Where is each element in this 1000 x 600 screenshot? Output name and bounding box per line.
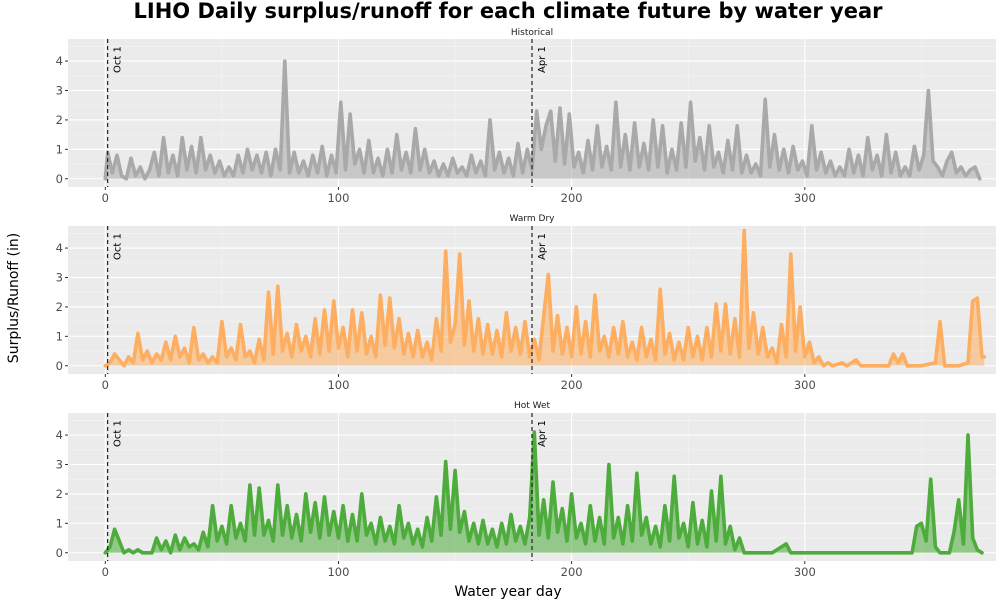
- panel-strip-label: Warm Dry: [510, 214, 556, 224]
- x-tick-label: 0: [102, 565, 109, 579]
- reference-line-label: Oct 1: [113, 233, 124, 260]
- x-tick-label: 100: [327, 191, 349, 205]
- x-tick-label: 0: [102, 191, 109, 205]
- reference-line-label: Apr 1: [537, 46, 548, 73]
- series-line: [103, 228, 987, 368]
- x-tick-label: 300: [794, 378, 816, 392]
- reference-line-label: Oct 1: [113, 420, 124, 447]
- y-tick-label: 1: [56, 142, 63, 156]
- y-tick-label: 4: [56, 428, 63, 442]
- y-tick-label: 2: [56, 113, 63, 127]
- series-area: [105, 230, 985, 366]
- y-tick-label: 3: [56, 83, 63, 97]
- reference-line-label: Apr 1: [537, 233, 548, 260]
- reference-line-label: Apr 1: [537, 420, 548, 447]
- x-tick-label: 200: [561, 191, 583, 205]
- chart-title: LIHO Daily surplus/runoff for each clima…: [134, 0, 884, 23]
- y-tick-label: 4: [56, 54, 63, 68]
- series-area: [105, 432, 983, 553]
- series-area: [105, 61, 980, 179]
- series-line: [103, 430, 984, 555]
- y-tick-label: 0: [56, 359, 63, 373]
- panel-strip-label: Hot Wet: [514, 401, 551, 411]
- y-axis-label: Surplus/Runoff (in): [6, 233, 22, 363]
- y-tick-label: 3: [56, 270, 63, 284]
- y-tick-label: 0: [56, 172, 63, 186]
- x-axis-label: Water year day: [454, 584, 561, 600]
- panel-strip-label: Historical: [511, 28, 553, 38]
- y-tick-label: 1: [56, 516, 63, 530]
- y-tick-label: 2: [56, 487, 63, 501]
- series-line: [103, 59, 982, 181]
- x-tick-label: 200: [561, 378, 583, 392]
- y-tick-label: 4: [56, 241, 63, 255]
- y-tick-label: 1: [56, 329, 63, 343]
- x-tick-label: 200: [561, 565, 583, 579]
- x-tick-label: 0: [102, 378, 109, 392]
- x-tick-label: 300: [794, 191, 816, 205]
- panel-2: Hot Wet 0 1 2 3 4 0 100 200 300 Oct 1 Apr 1: [56, 401, 996, 579]
- x-tick-label: 300: [794, 565, 816, 579]
- y-tick-label: 3: [56, 457, 63, 471]
- y-tick-label: 0: [56, 546, 63, 560]
- panel-0: Historical 0 1 2 3 4 0 100 200 300 Oct 1 Apr 1: [56, 28, 996, 205]
- x-tick-label: 100: [327, 378, 349, 392]
- y-tick-label: 2: [56, 300, 63, 314]
- panel-1: Warm Dry 0 1 2 3 4 0 100 200 300 Oct 1 Apr 1: [56, 214, 996, 392]
- x-tick-label: 100: [327, 565, 349, 579]
- reference-line-label: Oct 1: [113, 46, 124, 73]
